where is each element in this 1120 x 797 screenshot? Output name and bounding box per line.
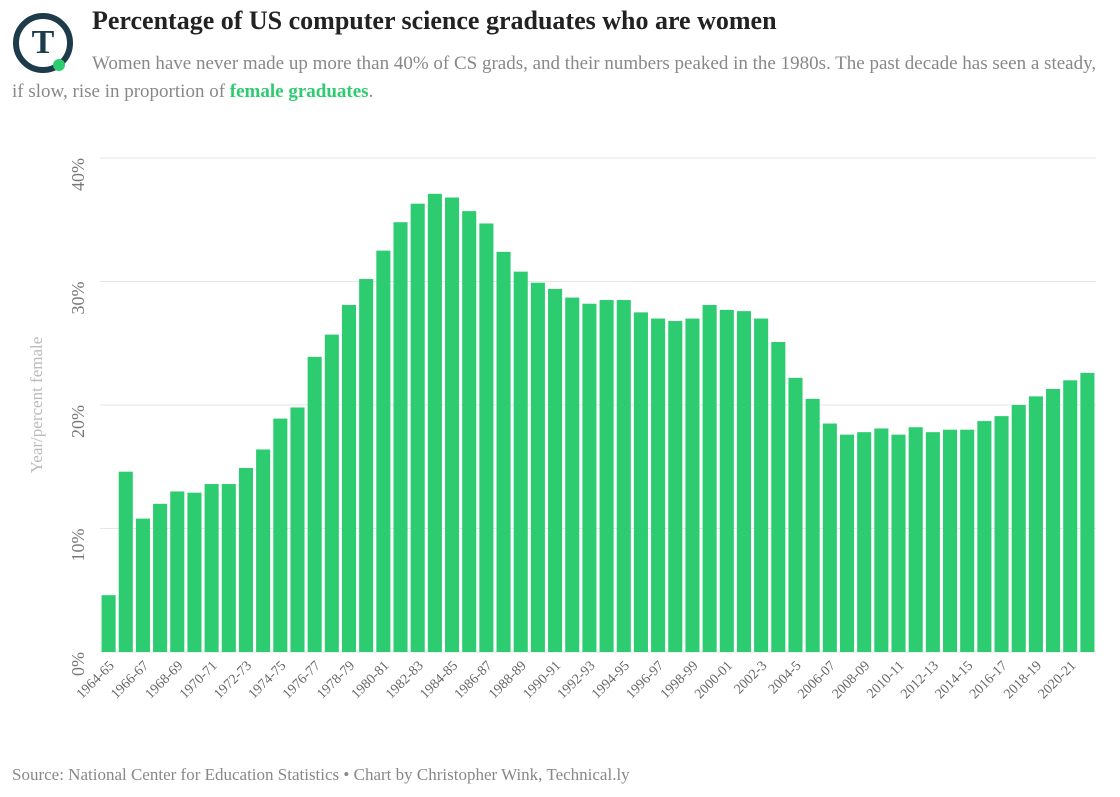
bar (616, 300, 631, 652)
bar (582, 303, 597, 652)
bar (565, 297, 580, 652)
x-tick-label: 2002-3 (732, 658, 771, 697)
bar (170, 491, 185, 652)
bar (204, 484, 219, 652)
bar (1028, 396, 1043, 652)
logo-letter: T (32, 24, 55, 61)
subtitle-text: . (368, 81, 374, 102)
y-tick-label: 0% (68, 652, 88, 676)
x-tick-label: 2008-09 (830, 658, 874, 702)
bar (960, 429, 975, 652)
bar (513, 271, 528, 652)
bar (376, 250, 391, 652)
bar (187, 492, 202, 652)
bar (1046, 388, 1061, 652)
bar (668, 321, 683, 652)
bar (994, 416, 1009, 652)
bar (891, 434, 906, 652)
bar (530, 282, 545, 652)
bar (341, 304, 357, 652)
y-tick-label: 20% (68, 405, 88, 438)
bar (135, 518, 150, 652)
bar (908, 427, 923, 652)
x-tick-label: 2000-01 (692, 658, 736, 702)
logo: T (13, 13, 73, 73)
bar (444, 197, 460, 652)
bar (942, 429, 958, 652)
bar (805, 398, 820, 652)
bar (256, 449, 271, 652)
bar (839, 434, 855, 652)
bar (736, 311, 752, 652)
bar (238, 467, 254, 652)
bar (462, 211, 477, 653)
bar (719, 309, 734, 652)
bar (651, 318, 666, 652)
bar (324, 334, 339, 652)
bar (307, 356, 322, 652)
bar (1063, 380, 1078, 652)
bar (771, 342, 786, 652)
bar (479, 223, 494, 652)
bar (977, 421, 992, 652)
bar (1080, 372, 1095, 652)
bar (273, 418, 288, 652)
bar (101, 595, 116, 652)
subtitle-text: Women have never made up more than 40% o… (12, 53, 1097, 102)
bar (496, 251, 511, 653)
y-tick-label: 40% (68, 158, 88, 191)
bar (754, 318, 769, 652)
bar (685, 318, 700, 652)
y-tick-label: 30% (68, 282, 88, 315)
bar (874, 428, 889, 652)
source: Source: National Center for Education St… (12, 765, 630, 784)
bar (1011, 405, 1026, 652)
bar (822, 423, 837, 652)
y-axis-label: Year/percent female (27, 337, 46, 474)
bar (548, 288, 563, 652)
chart-title: Percentage of US computer science gradua… (92, 6, 777, 35)
bar (788, 377, 803, 652)
x-tick-label: 2020-21 (1036, 658, 1080, 702)
bar (359, 279, 374, 652)
subtitle: Women have never made up more than 40% o… (12, 50, 1102, 106)
bar (599, 300, 614, 652)
bar (153, 503, 168, 652)
bar (925, 432, 940, 652)
bar (118, 471, 133, 652)
bar (633, 312, 648, 652)
chart: Year/percent female 0%10%20%30%40%1964-6… (27, 157, 1096, 702)
bar (702, 304, 717, 652)
bar (290, 407, 305, 652)
bar (857, 432, 872, 652)
bar (393, 222, 408, 652)
bar (221, 484, 236, 652)
y-tick-label: 10% (68, 529, 88, 562)
bar (427, 193, 442, 652)
subtitle-highlight: female graduates (229, 81, 369, 102)
bar (410, 203, 425, 652)
